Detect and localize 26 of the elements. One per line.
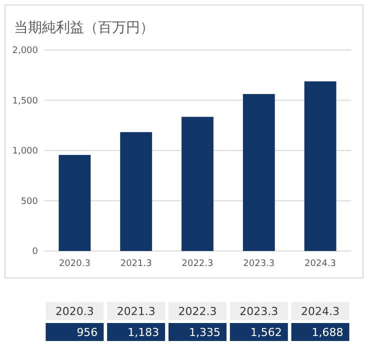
y-tick-label: 1,000 [12,146,38,157]
data-label: 1,335 [189,326,220,339]
bar [304,81,336,251]
category-label: 2023.3 [240,304,278,318]
data-label: 1,688 [312,326,344,339]
y-tick-label: 1,500 [12,96,38,106]
y-tick-label: 500 [20,196,38,207]
data-label: 1,562 [250,326,282,339]
bar [242,94,275,251]
x-tick-label: 2020.3 [58,259,90,269]
chart-title: 当期純利益（百万円） [14,20,154,36]
y-tick-label: 0 [32,247,38,258]
category-label: 2024.3 [301,304,340,318]
bar [58,154,91,251]
category-label: 2022.3 [178,304,217,318]
x-tick-label: 2024.3 [304,259,336,269]
y-tick-label: 2,000 [12,46,38,56]
x-tick-label: 2022.3 [182,259,214,269]
x-tick-label: 2021.3 [120,259,152,269]
x-tick-label: 2023.3 [243,259,275,269]
bar [120,132,152,251]
data-label: 1,183 [128,326,160,339]
bar [182,116,214,251]
data-label: 956 [76,326,98,339]
category-label: 2020.3 [55,304,94,318]
category-label: 2021.3 [116,304,156,318]
